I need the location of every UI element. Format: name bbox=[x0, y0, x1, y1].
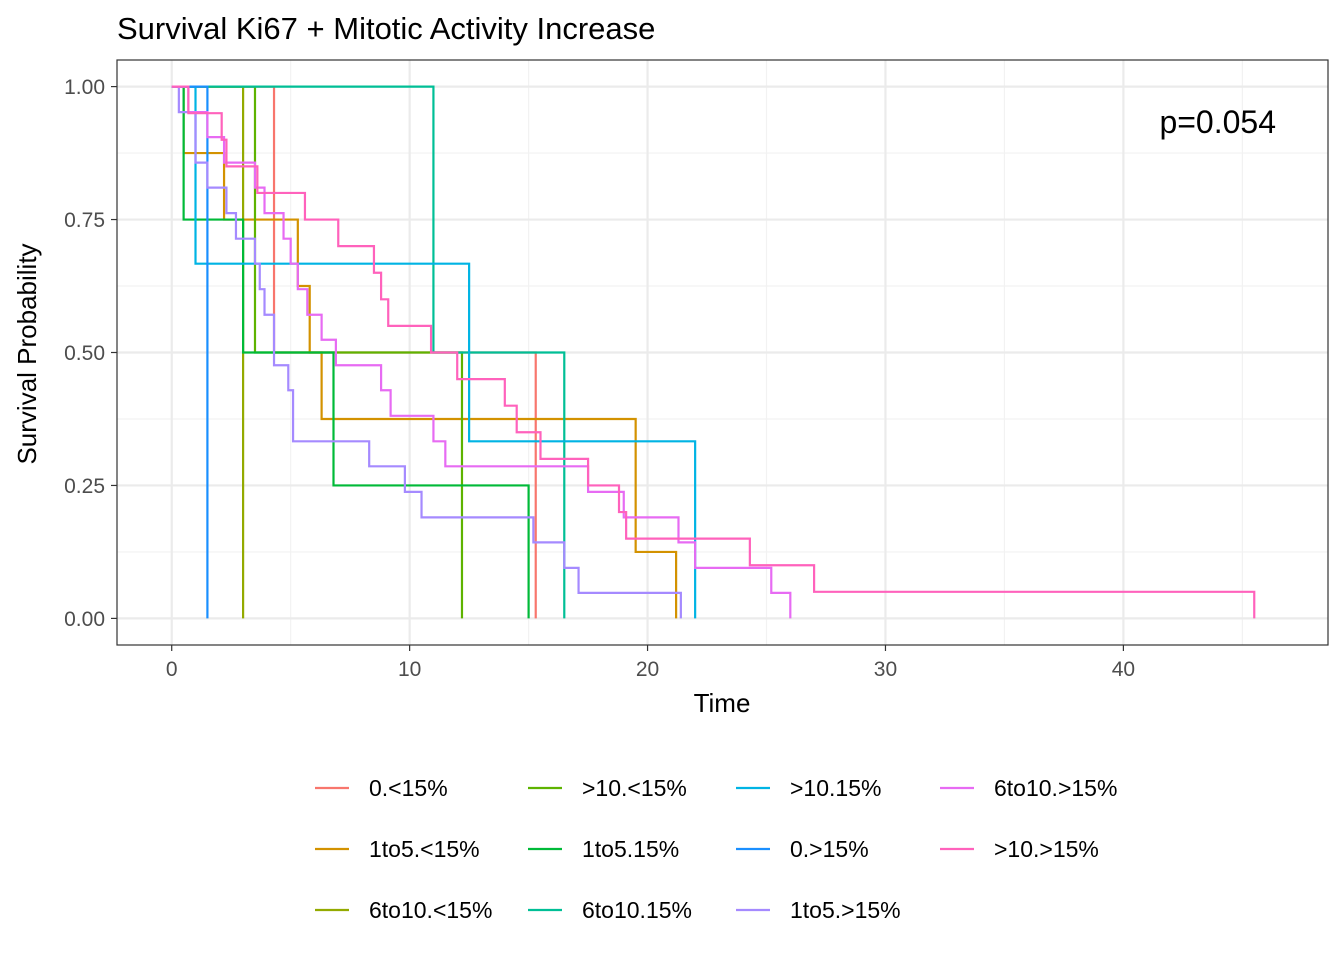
x-tick-label: 0 bbox=[166, 658, 178, 681]
y-tick-label: 0.00 bbox=[64, 608, 105, 631]
legend-label: 1to5.>15% bbox=[790, 897, 901, 923]
legend-label: 6to10.>15% bbox=[994, 775, 1117, 801]
p-value-annotation: p=0.054 bbox=[1159, 104, 1276, 140]
legend: 0.<15% 1to5.<15% 6to10.<15% >10.<15% 1to5.15… bbox=[315, 775, 1117, 923]
survival-curve-2 bbox=[171, 85, 678, 619]
survival-curve-10 bbox=[171, 85, 792, 619]
x-tick-label: 30 bbox=[874, 658, 897, 681]
survival-curve-11 bbox=[171, 85, 1256, 619]
survival-curves bbox=[171, 85, 1256, 619]
legend-label: 0.>15% bbox=[790, 836, 869, 862]
y-axis-ticks: 0.00 0.25 0.50 0.75 1.00 bbox=[64, 76, 117, 631]
y-axis-title: Survival Probability bbox=[12, 243, 42, 464]
y-tick-label: 0.75 bbox=[64, 209, 105, 232]
chart-title: Survival Ki67 + Mitotic Activity Increas… bbox=[117, 11, 655, 46]
x-tick-label: 10 bbox=[398, 658, 421, 681]
x-tick-label: 40 bbox=[1112, 658, 1135, 681]
x-axis-title: Time bbox=[694, 688, 751, 718]
legend-label: 1to5.<15% bbox=[369, 836, 480, 862]
legend-label: >10.>15% bbox=[994, 836, 1099, 862]
survival-curve-9 bbox=[171, 85, 682, 619]
y-tick-label: 1.00 bbox=[64, 76, 105, 99]
legend-label: 6to10.<15% bbox=[369, 897, 492, 923]
x-axis-ticks: 0 10 20 30 40 bbox=[166, 645, 1135, 681]
y-tick-label: 0.25 bbox=[64, 475, 105, 498]
legend-label: >10.<15% bbox=[582, 775, 687, 801]
survival-curve-5 bbox=[171, 85, 530, 619]
legend-label: 6to10.15% bbox=[582, 897, 692, 923]
x-tick-label: 20 bbox=[636, 658, 659, 681]
y-tick-label: 0.50 bbox=[64, 342, 105, 365]
legend-label: 0.<15% bbox=[369, 775, 448, 801]
legend-label: >10.15% bbox=[790, 775, 881, 801]
legend-label: 1to5.15% bbox=[582, 836, 679, 862]
